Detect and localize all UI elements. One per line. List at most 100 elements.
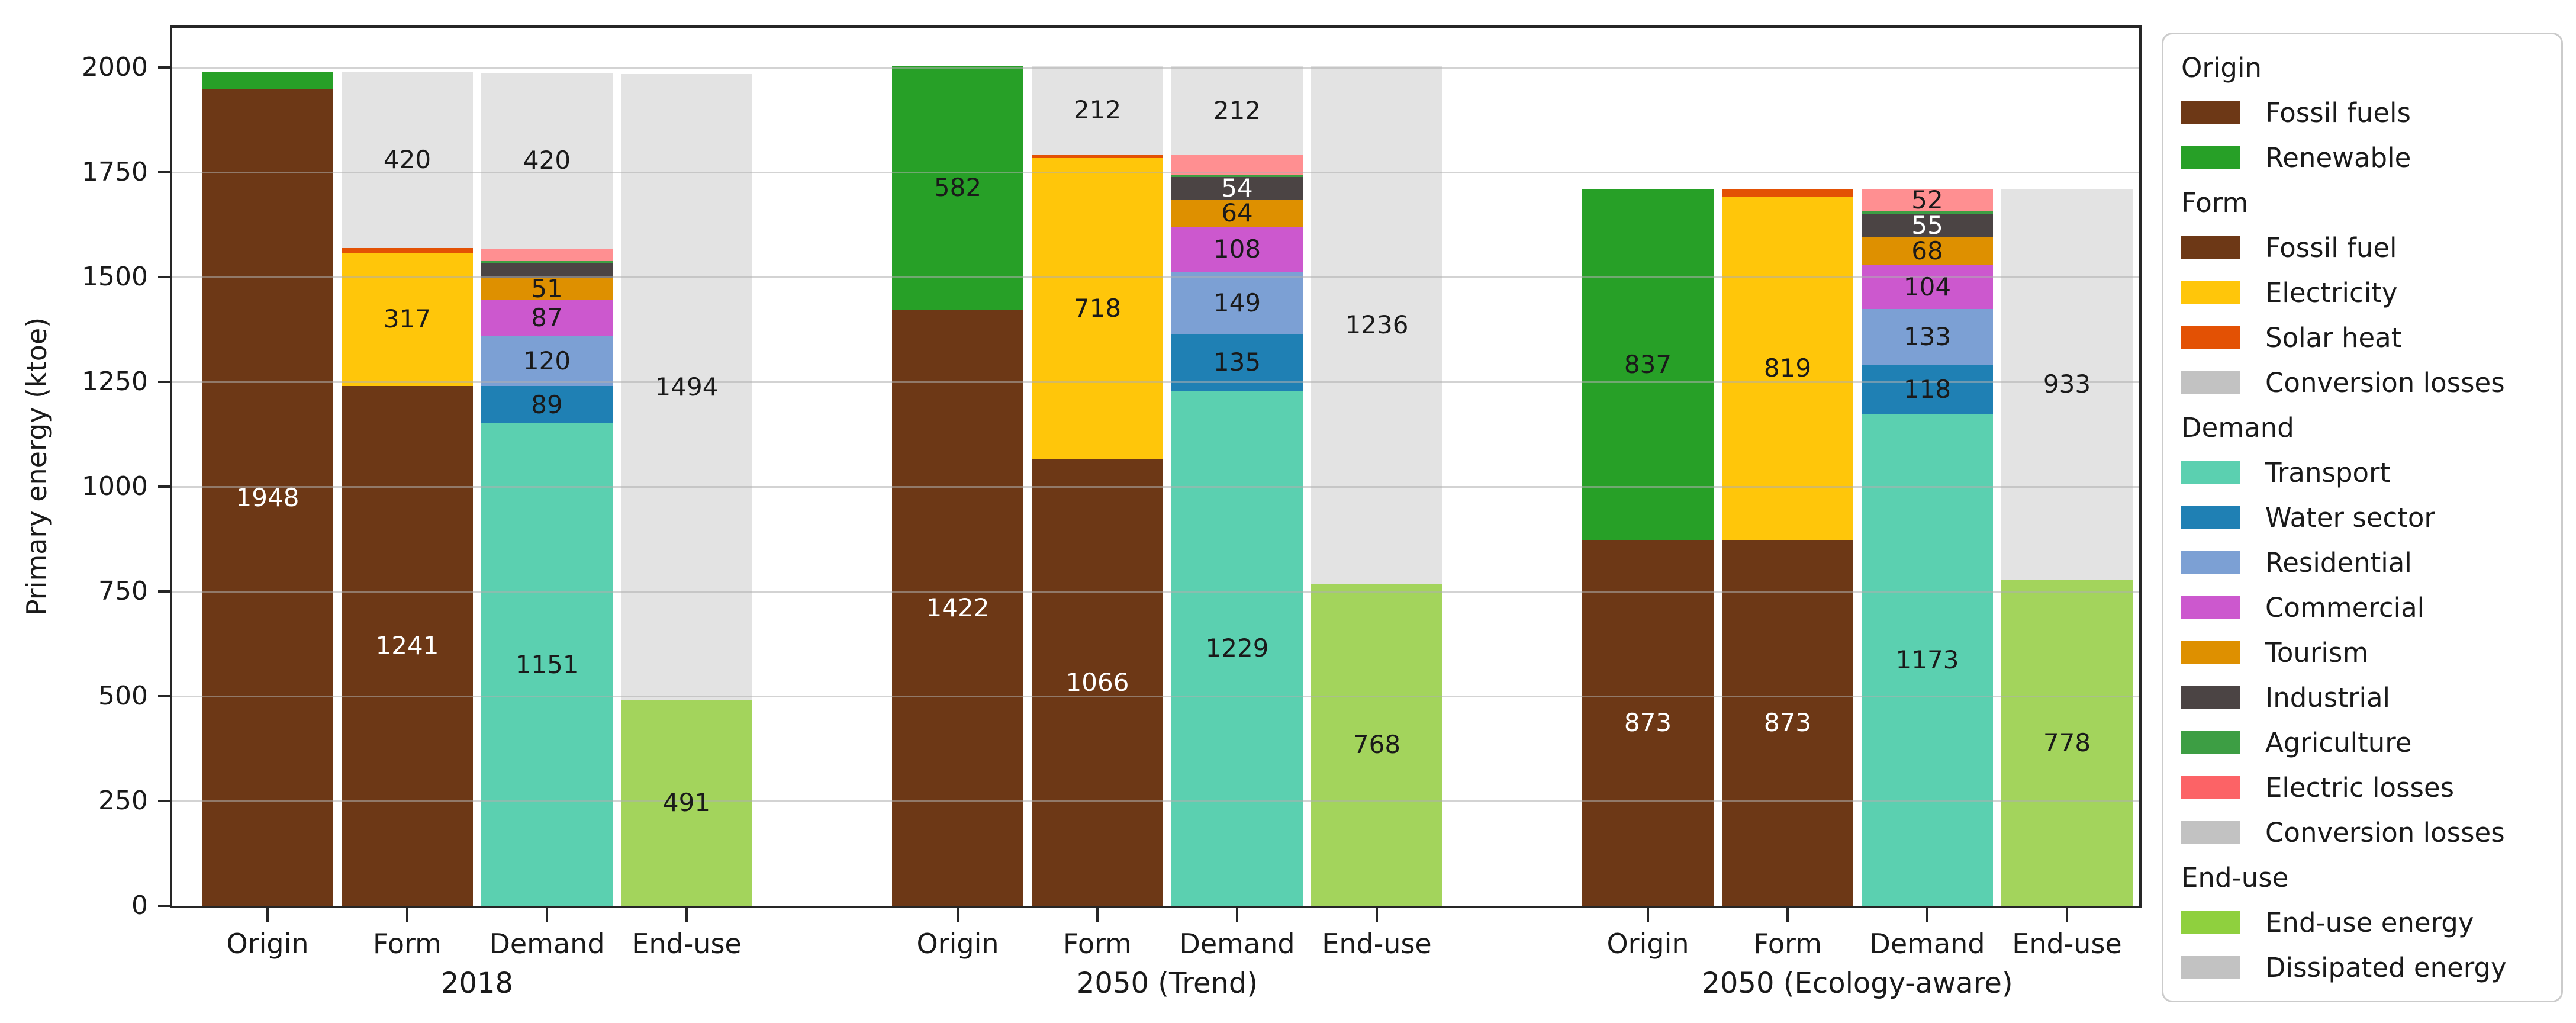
bar-value-label: 133 <box>1903 322 1952 352</box>
legend-section-header-end-use: End-use <box>2181 861 2289 893</box>
legend-item-label: Conversion losses <box>2265 816 2505 848</box>
legend-item-fossil-fuel: Fossil fuel <box>2181 225 2555 270</box>
bar-value-label: 317 <box>383 304 432 334</box>
x-tick-mark <box>266 908 269 922</box>
legend-item-commercial: Commercial <box>2181 585 2555 630</box>
legend-item-label: Renewable <box>2265 141 2411 173</box>
group-label-2050-ecology-aware: 2050 (Ecology-aware) <box>1702 967 2013 1000</box>
x-tick-label: Form <box>373 928 442 960</box>
bar-segment-solar-heat <box>342 247 473 253</box>
y-tick-label: 1000 <box>82 471 148 502</box>
legend-swatch-solar-heat <box>2181 326 2240 349</box>
y-tick-mark <box>158 905 172 907</box>
legend-item-electricity: Electricity <box>2181 270 2555 315</box>
x-tick-label: End-use <box>2012 928 2122 960</box>
bar-segment-transport: 1229 <box>1171 391 1303 906</box>
bar-2050-ecology-aware-form: 873 819 <box>1722 189 1853 906</box>
legend-item-label: Commercial <box>2265 591 2425 623</box>
bar-segment-agriculture <box>481 261 613 263</box>
legend-section-header-form: Form <box>2181 186 2249 218</box>
plot-area: 1948 1241 317 420 1151 89 120 87 51 420 491 1494 142… <box>170 25 2142 908</box>
bar-segment-residential: 149 <box>1171 272 1303 334</box>
bar-segment-fossil-fuel: 1241 <box>342 385 473 906</box>
bar-segment-commercial: 104 <box>1862 265 1993 310</box>
legend-swatch-agriculture <box>2181 731 2240 754</box>
y-tick-mark <box>158 381 172 384</box>
bar-segment-renewable: 582 <box>892 66 1023 310</box>
bar-value-label: 837 <box>1624 349 1672 379</box>
x-tick-label: Demand <box>489 928 605 960</box>
legend-item-label: Electricity <box>2265 276 2398 308</box>
x-tick-mark <box>1926 908 1928 922</box>
x-tick-label: Form <box>1753 928 1822 960</box>
legend-swatch-dissipated-energy <box>2181 956 2240 979</box>
bar-segment-dissipated-energy: 1494 <box>621 73 752 700</box>
x-tick-mark <box>2066 908 2068 922</box>
legend-item-label: Solar heat <box>2265 321 2402 353</box>
bar-segment-fossil-fuels: 873 <box>1582 540 1714 906</box>
legend-swatch-commercial <box>2181 596 2240 619</box>
bar-segment-electric-losses: 52 <box>1862 185 1993 214</box>
bar-value-label: 104 <box>1903 272 1952 302</box>
bar-2018-form: 1241 317 420 <box>342 72 473 906</box>
bar-value-label: 1241 <box>375 630 439 660</box>
y-tick-label: 0 <box>131 890 148 921</box>
bar-segment-end-use-energy: 491 <box>621 700 752 906</box>
x-tick-mark <box>1096 908 1099 922</box>
legend-item-conversion-losses: Conversion losses <box>2181 360 2555 405</box>
legend-swatch-tourism <box>2181 641 2240 664</box>
legend-item-label: Transport <box>2265 456 2391 488</box>
bar-value-label: 582 <box>933 173 982 202</box>
bar-value-label: 108 <box>1213 234 1261 263</box>
bar-value-label: 873 <box>1763 708 1812 738</box>
bar-2050-trend-origin: 1422 582 <box>892 66 1023 906</box>
bar-value-label: 149 <box>1213 288 1261 317</box>
legend-swatch-water-sector <box>2181 506 2240 529</box>
x-tick-mark <box>957 908 959 922</box>
bar-segment-fossil-fuels: 1422 <box>892 310 1023 906</box>
x-tick-mark <box>1376 908 1378 922</box>
legend-swatch-transport <box>2181 461 2240 484</box>
x-tick-mark <box>1786 908 1789 922</box>
legend-item-renewable: Renewable <box>2181 135 2555 180</box>
bar-segment-water-sector: 135 <box>1171 334 1303 391</box>
gridline-1000 <box>172 486 2139 488</box>
bar-segment-fossil-fuel: 1066 <box>1032 459 1163 906</box>
bar-value-label: 1948 <box>236 482 300 512</box>
legend-item-label: Residential <box>2265 546 2412 578</box>
y-tick-label: 500 <box>98 681 148 712</box>
gridline-500 <box>172 696 2139 698</box>
bar-segment-transport: 1173 <box>1862 414 1993 906</box>
legend-item-label: Industrial <box>2265 681 2391 713</box>
bar-segment-commercial: 108 <box>1171 226 1303 272</box>
legend-item-fossil-fuels: Fossil fuels <box>2181 90 2555 135</box>
legend-item-residential: Residential <box>2181 540 2555 585</box>
bar-value-label: 52 <box>1911 185 1943 214</box>
bar-segment-industrial: 54 <box>1171 176 1303 201</box>
bar-segment-solar-heat <box>1032 155 1163 159</box>
bar-value-label: 55 <box>1911 210 1943 240</box>
gridline-1500 <box>172 276 2139 279</box>
bar-value-label: 1229 <box>1205 633 1269 663</box>
legend-swatch-fossil-fuel <box>2181 236 2240 259</box>
legend-swatch-conversion-losses <box>2181 371 2240 394</box>
bar-segment-electricity: 317 <box>342 253 473 386</box>
bar-2018-end-use: 491 1494 <box>621 73 752 906</box>
bar-segment-industrial <box>481 263 613 278</box>
bar-segment-conversion-losses: 212 <box>1032 66 1163 155</box>
x-tick-mark <box>1647 908 1649 922</box>
gridline-1750 <box>172 172 2139 174</box>
bar-value-label: 768 <box>1353 730 1401 760</box>
gridline-1250 <box>172 381 2139 384</box>
bar-2050-trend-end-use: 768 1236 <box>1311 66 1442 906</box>
y-tick-label: 1500 <box>82 262 148 292</box>
x-tick-mark <box>546 908 548 922</box>
bar-value-label: 64 <box>1221 198 1253 227</box>
y-tick-label: 1750 <box>82 157 148 188</box>
y-tick-mark <box>158 276 172 279</box>
bar-value-label: 1236 <box>1345 310 1409 339</box>
legend-item-water-sector: Water sector <box>2181 495 2555 540</box>
legend-item-agriculture: Agriculture <box>2181 720 2555 765</box>
y-axis-title: Primary energy (ktoe) <box>21 317 53 616</box>
gridline-2000 <box>172 67 2139 69</box>
